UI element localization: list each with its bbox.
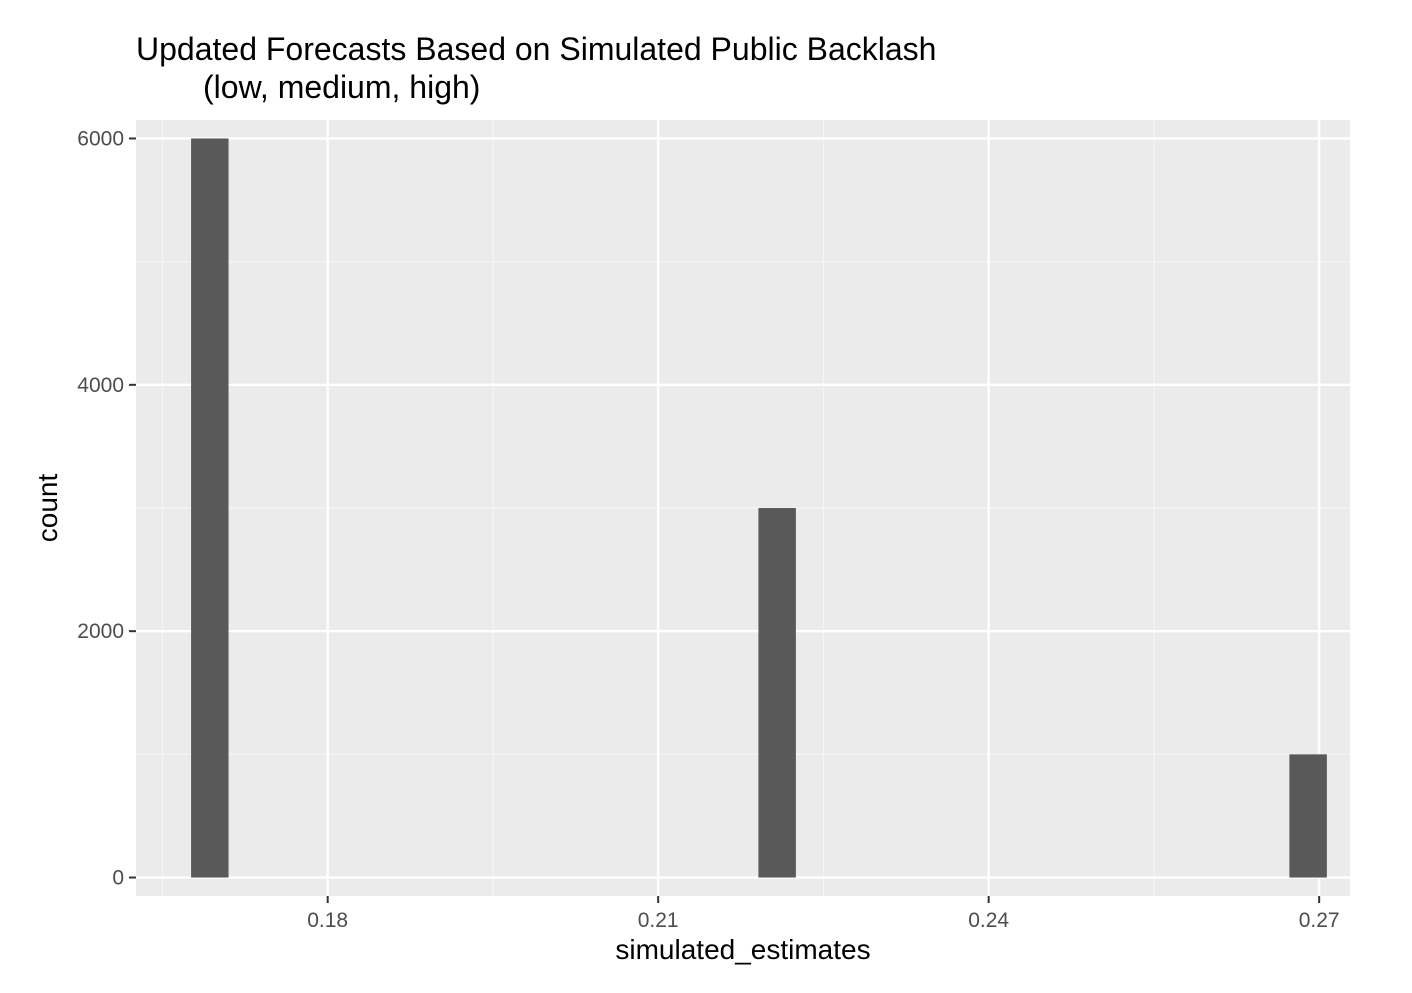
y-tick-label: 0 — [112, 867, 124, 890]
x-tick-label: 0.27 — [1299, 909, 1340, 932]
histogram-bars — [191, 138, 1327, 878]
chart-title-line-2: (low, medium, high) — [203, 69, 480, 105]
x-tick-label: 0.24 — [968, 909, 1009, 932]
x-axis-title: simulated_estimates — [615, 934, 870, 965]
y-axis-title: count — [32, 474, 63, 543]
chart-title-line-1: Updated Forecasts Based on Simulated Pub… — [136, 31, 936, 67]
histogram-bar — [191, 138, 229, 878]
histogram-bar — [758, 508, 796, 878]
axes: 0.18 0.21 0.24 0.27 0 2000 4000 6000 — [77, 127, 1339, 932]
x-tick-label: 0.21 — [638, 909, 679, 932]
x-tick-label: 0.18 — [307, 909, 348, 932]
y-tick-label: 6000 — [77, 127, 124, 150]
histogram-bar — [1289, 754, 1327, 878]
y-tick-label: 4000 — [77, 374, 124, 397]
y-tick-label: 2000 — [77, 620, 124, 643]
